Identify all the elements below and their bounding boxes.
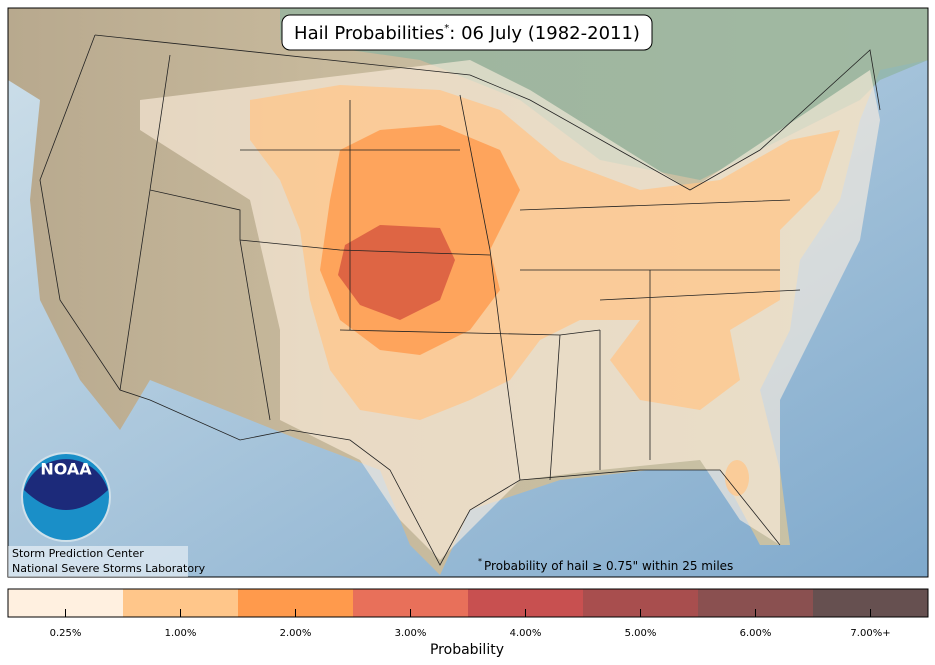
colorbar-frame bbox=[7, 588, 929, 618]
credit: National Severe Storms Laboratory bbox=[12, 562, 206, 575]
colorbar-label: 2.00% bbox=[280, 628, 312, 639]
map bbox=[8, 8, 928, 577]
colorbar-title: Probability bbox=[430, 642, 504, 658]
footnote-mark: * bbox=[478, 557, 482, 566]
colorbar-label: 6.00% bbox=[740, 628, 772, 639]
state-borders bbox=[39, 34, 881, 566]
colorbar-label: 0.25% bbox=[50, 628, 82, 639]
contour-florida bbox=[725, 460, 749, 496]
credits-box bbox=[8, 546, 188, 577]
noaa-logo: NOAA bbox=[21, 452, 111, 542]
title-mark: * bbox=[444, 23, 449, 34]
footnote-text: Probability of hail ≥ 0.75" within 25 mi… bbox=[484, 559, 733, 573]
logo-text: NOAA bbox=[40, 460, 92, 479]
footnote: * Probability of hail ≥ 0.75" within 25 m… bbox=[478, 557, 733, 573]
map-frame bbox=[7, 7, 929, 578]
title-text: Hail Probabilities bbox=[294, 23, 444, 44]
colorbar-label: 5.00% bbox=[625, 628, 657, 639]
colorbar-label: 4.00% bbox=[510, 628, 542, 639]
title-box bbox=[281, 14, 653, 51]
title: Hail Probabilities*: 06 July (1982-2011) bbox=[294, 23, 640, 44]
logo-top bbox=[24, 459, 108, 510]
colorbar: 0.25% 1.00% 2.00% 3.00% 4.00% 5.00% 6.00% 7.00%… bbox=[7, 588, 929, 639]
colorbar-label: 3.00% bbox=[395, 628, 427, 639]
title-rest: : 06 July (1982-2011) bbox=[449, 23, 640, 44]
canada bbox=[280, 8, 928, 180]
contour-3-00 bbox=[338, 225, 455, 320]
credit: Storm Prediction Center bbox=[12, 547, 144, 560]
colorbar-label: 1.00% bbox=[165, 628, 197, 639]
colorbar-label: 7.00%+ bbox=[850, 628, 890, 639]
